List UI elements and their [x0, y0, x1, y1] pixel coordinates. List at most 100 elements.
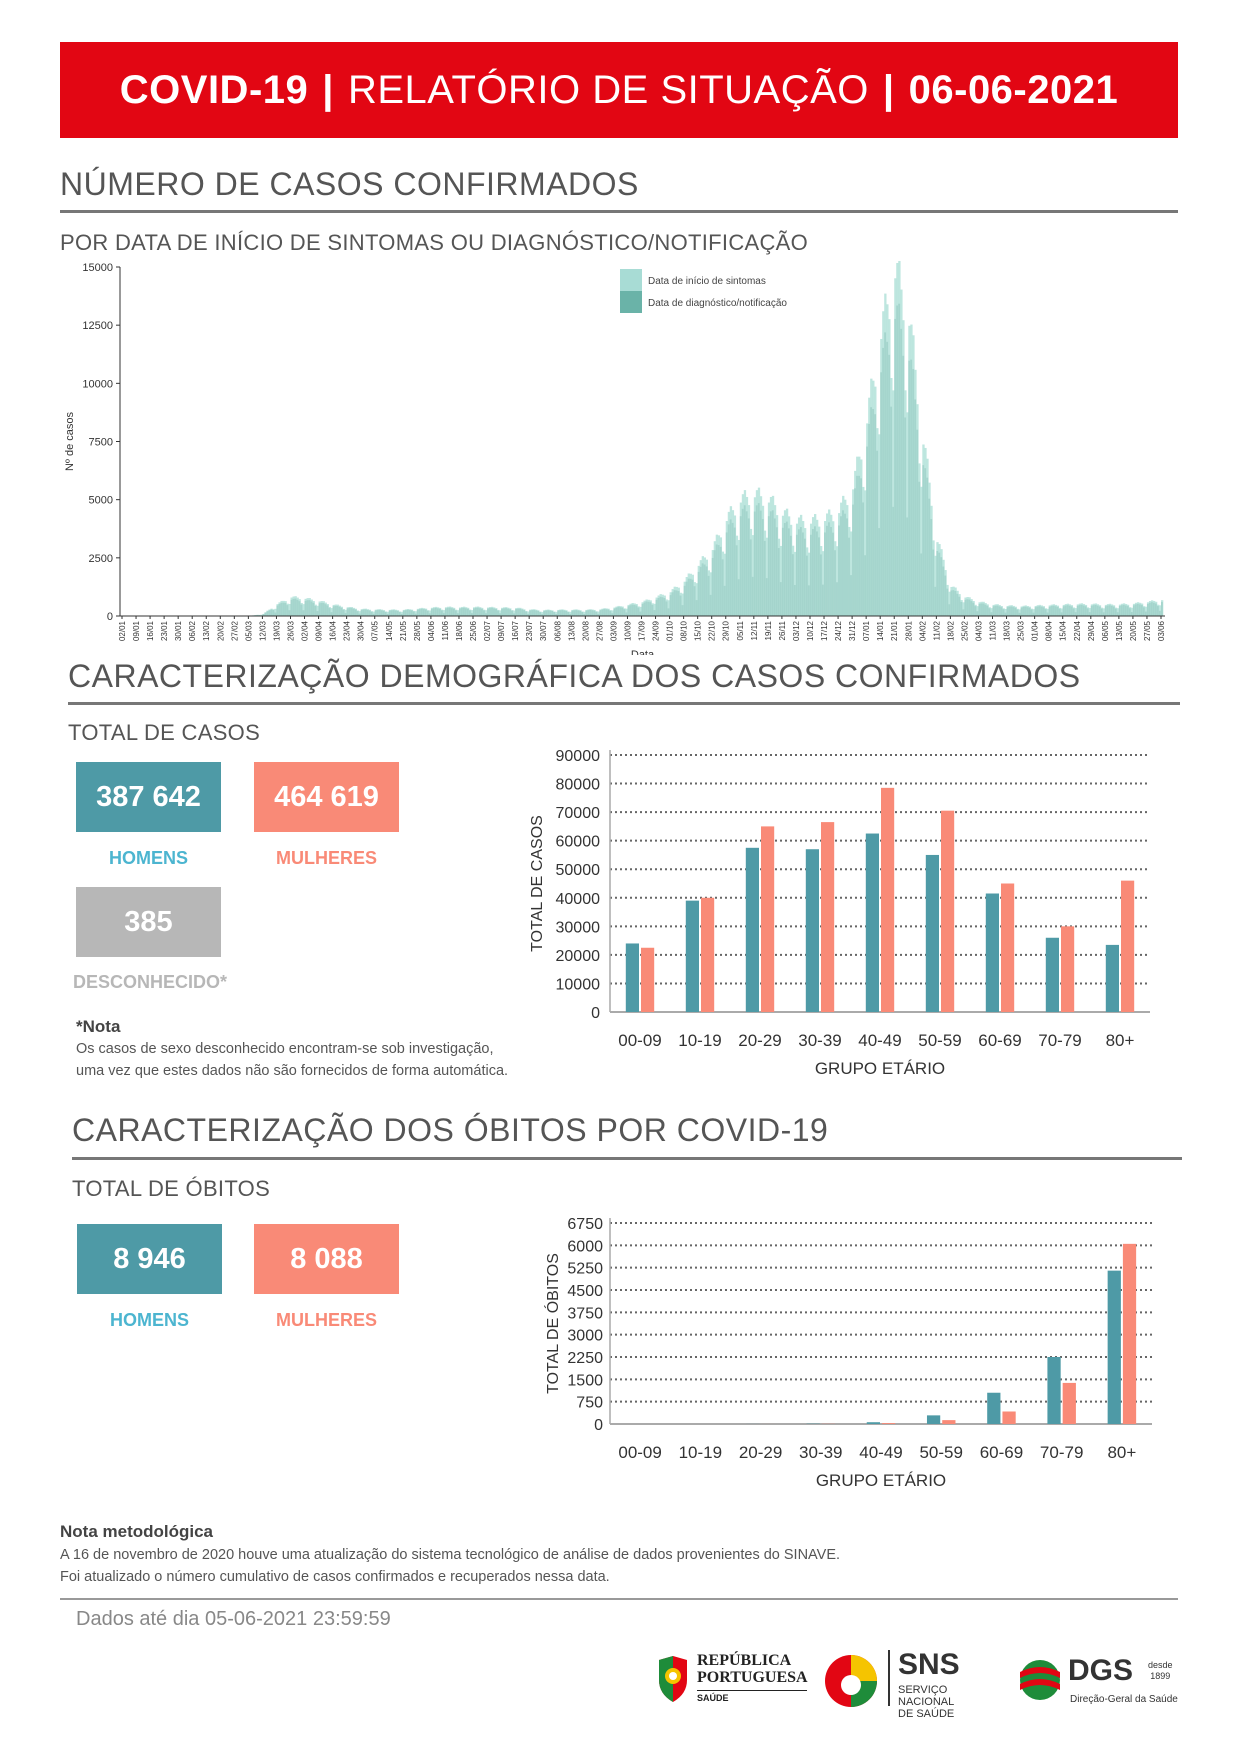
notification-bar — [555, 613, 558, 616]
section-title-cases: NÚMERO DE CASOS CONFIRMADOS — [60, 166, 639, 202]
x-tick-label: 07/01 — [862, 620, 871, 641]
notification-bar — [601, 609, 604, 616]
notification-bar — [805, 555, 808, 616]
notification-bar — [653, 610, 656, 616]
x-tick-label: 02/01 — [118, 620, 127, 641]
symptom-onset-bar — [414, 611, 418, 616]
x-tick-label: 50-59 — [919, 1443, 962, 1462]
data-until-text: Dados até dia 05-06-2021 23:59:59 — [76, 1608, 391, 1630]
bar-men — [1105, 944, 1119, 1012]
symptom-onset-bar — [442, 610, 446, 616]
dgs-text: DGS — [1068, 1654, 1134, 1687]
notification-bar — [262, 614, 265, 616]
notification-bar — [820, 554, 822, 616]
symptom-onset-bar — [779, 545, 783, 616]
notification-bar — [904, 417, 907, 616]
notification-bar — [611, 613, 614, 616]
notification-bar — [940, 557, 943, 616]
notification-bar — [515, 609, 517, 616]
x-tick-label: 11/02 — [932, 620, 941, 640]
notification-bar — [483, 610, 485, 616]
symptom-onset-bar — [302, 604, 305, 616]
notification-bar — [525, 611, 528, 616]
section-title-demographics: CARACTERIZAÇÃO DEMOGRÁFICA DOS CASOS CON… — [68, 658, 1081, 694]
x-tick-label: 20/05 — [1129, 620, 1138, 641]
notification-bar — [551, 611, 554, 616]
notification-bar — [637, 607, 640, 616]
notification-bar — [916, 429, 919, 616]
y-tick-label: 7500 — [89, 437, 113, 449]
legend-label-onset: Data de início de sintomas — [648, 276, 766, 287]
notification-bar — [342, 609, 345, 616]
notification-bar — [615, 607, 618, 616]
notification-bar — [324, 604, 327, 616]
x-tick-label: 40-49 — [858, 1031, 901, 1050]
section-title-deaths: CARACTERIZAÇÃO DOS ÓBITOS POR COVID-19 — [72, 1112, 829, 1148]
notification-bar — [934, 586, 937, 616]
x-tick-label: 03/06 — [1157, 620, 1166, 641]
notification-bar — [290, 599, 293, 616]
bar-men — [985, 893, 999, 1012]
symptom-onset-bar — [274, 608, 277, 616]
symptom-onset-bar — [807, 552, 811, 616]
notification-bar — [799, 527, 802, 616]
bar-women — [821, 822, 835, 1012]
notification-bar — [689, 578, 692, 616]
notification-bar — [376, 610, 379, 616]
notification-bar — [605, 609, 608, 616]
y-tick-label: 4500 — [567, 1283, 603, 1300]
notification-bar — [938, 552, 941, 616]
symptom-onset-bar — [765, 537, 769, 616]
symptom-onset-bar — [541, 611, 544, 616]
notification-bar — [932, 549, 935, 616]
notification-bar — [1100, 608, 1103, 616]
notification-bar — [797, 529, 800, 616]
x-tick-label: 05/03 — [244, 620, 253, 641]
notification-bar — [1012, 607, 1015, 616]
x-tick-label: 40-49 — [859, 1443, 902, 1462]
symptom-onset-bar — [850, 531, 853, 616]
notification-bar — [954, 590, 957, 616]
notification-bar — [990, 612, 993, 616]
notification-bar — [388, 610, 391, 616]
notification-bar — [1112, 606, 1115, 616]
y-tick-label: 0 — [107, 611, 113, 623]
notification-bar — [1082, 605, 1085, 616]
notification-bar — [705, 566, 708, 616]
x-tick-label: 12/11 — [750, 620, 759, 640]
bar-men — [1045, 937, 1059, 1012]
notification-bar — [854, 488, 856, 616]
x-tick-label: 07/05 — [371, 620, 380, 641]
methodology-text: A 16 de novembro de 2020 houve uma atual… — [60, 1544, 1160, 1588]
x-tick-label: 10/09 — [623, 620, 632, 641]
notification-bar — [543, 610, 546, 616]
notification-bar — [912, 369, 915, 616]
notification-bar — [773, 518, 776, 616]
notification-bar — [824, 532, 826, 616]
x-tick-label: 01/04 — [1031, 620, 1040, 641]
x-tick-label: 23/01 — [160, 620, 169, 641]
notification-bar — [974, 606, 977, 616]
notification-bar — [763, 540, 766, 616]
notification-bar — [683, 585, 686, 616]
notification-bar — [922, 465, 925, 616]
notification-bar — [485, 613, 487, 616]
symptom-onset-bar — [737, 540, 741, 616]
bar-men — [987, 1392, 1001, 1424]
x-tick-label: 29/10 — [722, 620, 731, 641]
x-tick-label: 20-29 — [739, 1443, 782, 1462]
y-axis-title: TOTAL DE CASOS — [529, 815, 546, 952]
notification-bar — [681, 605, 684, 616]
y-tick-label: 60000 — [556, 834, 601, 851]
symptom-onset-bar — [513, 610, 516, 616]
notification-bar — [888, 354, 891, 616]
notification-bar — [368, 610, 371, 616]
bar-women — [1122, 1243, 1137, 1424]
notification-bar — [456, 613, 459, 616]
symptom-onset-bar — [1102, 608, 1106, 616]
symptom-onset-bar — [428, 610, 432, 616]
notification-bar — [272, 610, 275, 616]
notification-bar — [521, 609, 524, 616]
symptom-onset-bar — [456, 610, 460, 616]
notification-bar — [1098, 606, 1101, 616]
